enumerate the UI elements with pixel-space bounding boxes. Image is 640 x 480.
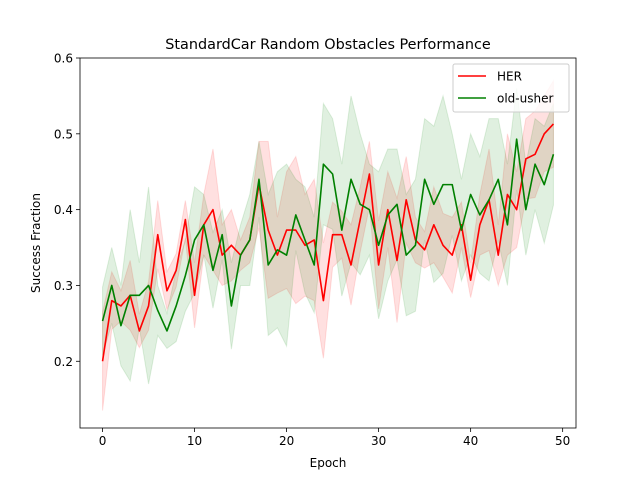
y-axis-label: Success Fraction	[29, 193, 43, 293]
y-tick-label: 0.4	[54, 203, 73, 217]
legend-label: HER	[497, 70, 522, 84]
chart-title: StandardCar Random Obstacles Performance	[165, 37, 491, 53]
x-tick-label: 50	[555, 434, 570, 448]
band-series-0	[102, 78, 554, 411]
x-tick-label: 40	[463, 434, 478, 448]
y-tick-label: 0.3	[54, 279, 73, 293]
legend: HER old-usher	[452, 63, 570, 113]
x-tick-label: 10	[187, 434, 202, 448]
series-lines	[101, 123, 555, 362]
x-tick-label: 20	[279, 434, 294, 448]
x-tick-label: 30	[371, 434, 386, 448]
x-tick-label: 0	[99, 434, 107, 448]
x-axis-label: Epoch	[310, 456, 347, 470]
line-series-0	[101, 123, 555, 362]
plot-frame	[79, 57, 577, 429]
y-tick-label: 0.5	[54, 127, 73, 141]
line-series-1	[101, 138, 555, 332]
y-axis: 0.2 0.3 0.4 0.5 0.6	[54, 52, 80, 369]
y-tick-label: 0.6	[54, 52, 73, 66]
y-tick-label: 0.2	[54, 355, 73, 369]
confidence-bands	[102, 78, 554, 411]
legend-label: old-usher	[497, 92, 553, 106]
x-axis: 0 10 20 30 40 50	[99, 428, 570, 448]
band-series-1	[102, 88, 554, 385]
